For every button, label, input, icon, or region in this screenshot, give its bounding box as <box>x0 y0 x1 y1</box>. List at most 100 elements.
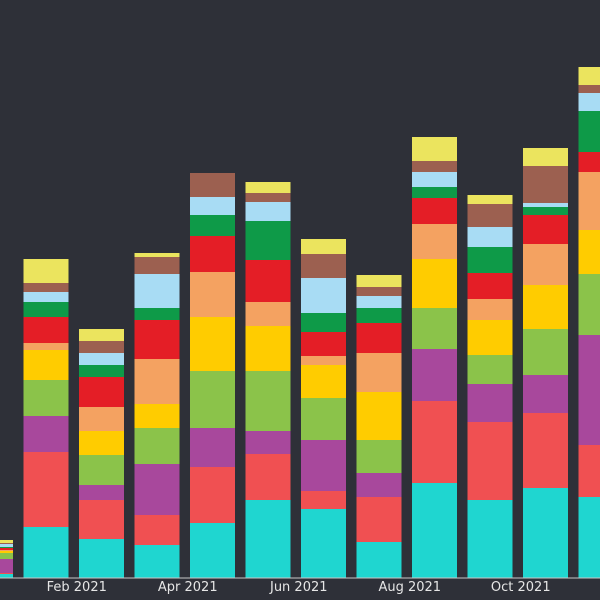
bar-segment-apr-2021-s5 <box>190 272 235 317</box>
bar-segment-dec-2020-s3 <box>0 553 13 559</box>
bar-segment-nov-2021-s2 <box>578 335 600 445</box>
bar-segment-dec-2020-s9 <box>0 543 13 544</box>
bar-segment-feb-2021-s4 <box>79 431 124 455</box>
bar-segment-jul-2021-s7 <box>356 308 402 323</box>
bar-segment-dec-2020-s8 <box>0 544 13 547</box>
bar-segment-feb-2021-s1 <box>79 500 124 539</box>
bar-segment-jul-2021-s10 <box>356 275 402 287</box>
bars <box>0 67 600 578</box>
bar-segment-oct-2021-s8 <box>523 203 568 207</box>
bar-segment-oct-2021-s5 <box>523 244 568 285</box>
bar-segment-jun-2021-s1 <box>301 491 346 509</box>
x-tick-label: Feb 2021 <box>47 580 107 595</box>
bar-segment-mar-2021-s8 <box>134 274 180 308</box>
x-tick-label: Oct 2021 <box>491 580 551 595</box>
bar-segment-dec-2020-s2 <box>0 559 13 573</box>
bar-segment-sep-2021-s8 <box>467 227 513 247</box>
bar-segment-mar-2021-s6 <box>134 320 180 359</box>
bar-segment-dec-2020-s6 <box>0 548 13 550</box>
bar-segment-sep-2021-s2 <box>467 384 513 422</box>
bar-segment-mar-2021-s3 <box>134 428 180 464</box>
bar-segment-jun-2021-s5 <box>301 356 346 365</box>
bar-segment-nov-2021-s6 <box>578 152 600 172</box>
bar-segment-sep-2021-s7 <box>467 247 513 273</box>
bar-segment-feb-2021-s6 <box>79 377 124 407</box>
bar-segment-aug-2021-s7 <box>412 187 457 198</box>
bar-segment-aug-2021-s6 <box>412 198 457 224</box>
bar-segment-may-2021-s4 <box>245 326 291 371</box>
bar-segment-jul-2021-s6 <box>356 323 402 353</box>
bar-segment-mar-2021-s7 <box>134 308 180 320</box>
x-tick-label: Aug 2021 <box>378 580 441 595</box>
x-axis-ticks: Feb 2021 Apr 2021 Jun 2021 Aug 2021 Oct 2021 <box>47 580 551 595</box>
bar-segment-apr-2021-s1 <box>190 467 235 523</box>
x-tick-label: Apr 2021 <box>158 580 218 595</box>
bar-segment-jul-2021-s0 <box>356 542 402 578</box>
bar-segment-aug-2021-s0 <box>412 483 457 578</box>
bar-segment-aug-2021-s8 <box>412 172 457 187</box>
bar-segment-oct-2021-s2 <box>523 375 568 413</box>
bar-segment-feb-2021-s10 <box>79 329 124 341</box>
bar-segment-apr-2021-s6 <box>190 236 235 272</box>
bar-segment-mar-2021-s2 <box>134 464 180 515</box>
bar-segment-may-2021-s10 <box>245 182 291 193</box>
bar-segment-may-2021-s9 <box>245 193 291 202</box>
bar-segment-nov-2021-s5 <box>578 172 600 230</box>
bar-segment-sep-2021-s9 <box>467 204 513 227</box>
bar-segment-oct-2021-s0 <box>523 488 568 578</box>
bar-segment-aug-2021-s4 <box>412 259 457 308</box>
bar-segment-mar-2021-s1 <box>134 515 180 545</box>
bar-segment-jan-2021-s7 <box>23 302 69 317</box>
bar-segment-mar-2021-s5 <box>134 359 180 404</box>
bar-segment-jan-2021-s4 <box>23 350 69 380</box>
bar-segment-feb-2021-s0 <box>79 539 124 578</box>
bar-segment-nov-2021-s1 <box>578 445 600 497</box>
bar-segment-apr-2021-s3 <box>190 371 235 428</box>
bar-segment-jun-2021-s9 <box>301 254 346 278</box>
bar-segment-nov-2021-s3 <box>578 274 600 335</box>
bar-segment-dec-2020-s10 <box>0 540 13 543</box>
bar-segment-feb-2021-s5 <box>79 407 124 431</box>
bar-segment-nov-2021-s8 <box>578 93 600 111</box>
bar-segment-mar-2021-s10 <box>134 253 180 257</box>
bar-segment-feb-2021-s7 <box>79 365 124 377</box>
bar-segment-jul-2021-s1 <box>356 497 402 542</box>
bar-segment-jun-2021-s3 <box>301 398 346 440</box>
bar-segment-aug-2021-s1 <box>412 401 457 483</box>
bar-segment-jul-2021-s5 <box>356 353 402 392</box>
bar-segment-jan-2021-s2 <box>23 416 69 452</box>
bar-segment-oct-2021-s6 <box>523 215 568 244</box>
bar-segment-nov-2021-s7 <box>578 111 600 152</box>
bar-segment-jul-2021-s2 <box>356 473 402 497</box>
bar-segment-dec-2020-s0 <box>0 574 13 578</box>
bar-segment-apr-2021-s2 <box>190 428 235 467</box>
bar-segment-jan-2021-s10 <box>23 259 69 283</box>
bar-segment-oct-2021-s10 <box>523 148 568 166</box>
bar-segment-may-2021-s5 <box>245 302 291 326</box>
bar-segment-jan-2021-s8 <box>23 292 69 302</box>
bar-segment-sep-2021-s4 <box>467 320 513 355</box>
bar-segment-mar-2021-s4 <box>134 404 180 428</box>
bar-segment-jul-2021-s8 <box>356 296 402 308</box>
bar-segment-aug-2021-s3 <box>412 308 457 349</box>
bar-segment-dec-2020-s4 <box>0 551 13 553</box>
bar-segment-sep-2021-s3 <box>467 355 513 384</box>
bar-segment-may-2021-s7 <box>245 221 291 260</box>
bar-segment-feb-2021-s3 <box>79 455 124 485</box>
bar-segment-may-2021-s0 <box>245 500 291 578</box>
bar-segment-nov-2021-s9 <box>578 85 600 93</box>
bar-segment-jan-2021-s0 <box>23 527 69 578</box>
bar-segment-jun-2021-s6 <box>301 332 346 356</box>
bar-segment-may-2021-s3 <box>245 371 291 431</box>
bar-segment-dec-2020-s5 <box>0 550 13 551</box>
bar-segment-jul-2021-s3 <box>356 440 402 473</box>
bar-segment-jul-2021-s4 <box>356 392 402 440</box>
bar-segment-jan-2021-s1 <box>23 452 69 527</box>
bar-segment-apr-2021-s4 <box>190 317 235 371</box>
bar-segment-sep-2021-s0 <box>467 500 513 578</box>
bar-segment-feb-2021-s8 <box>79 353 124 365</box>
bar-segment-mar-2021-s9 <box>134 257 180 274</box>
bar-segment-may-2021-s1 <box>245 454 291 500</box>
bar-segment-aug-2021-s9 <box>412 161 457 172</box>
